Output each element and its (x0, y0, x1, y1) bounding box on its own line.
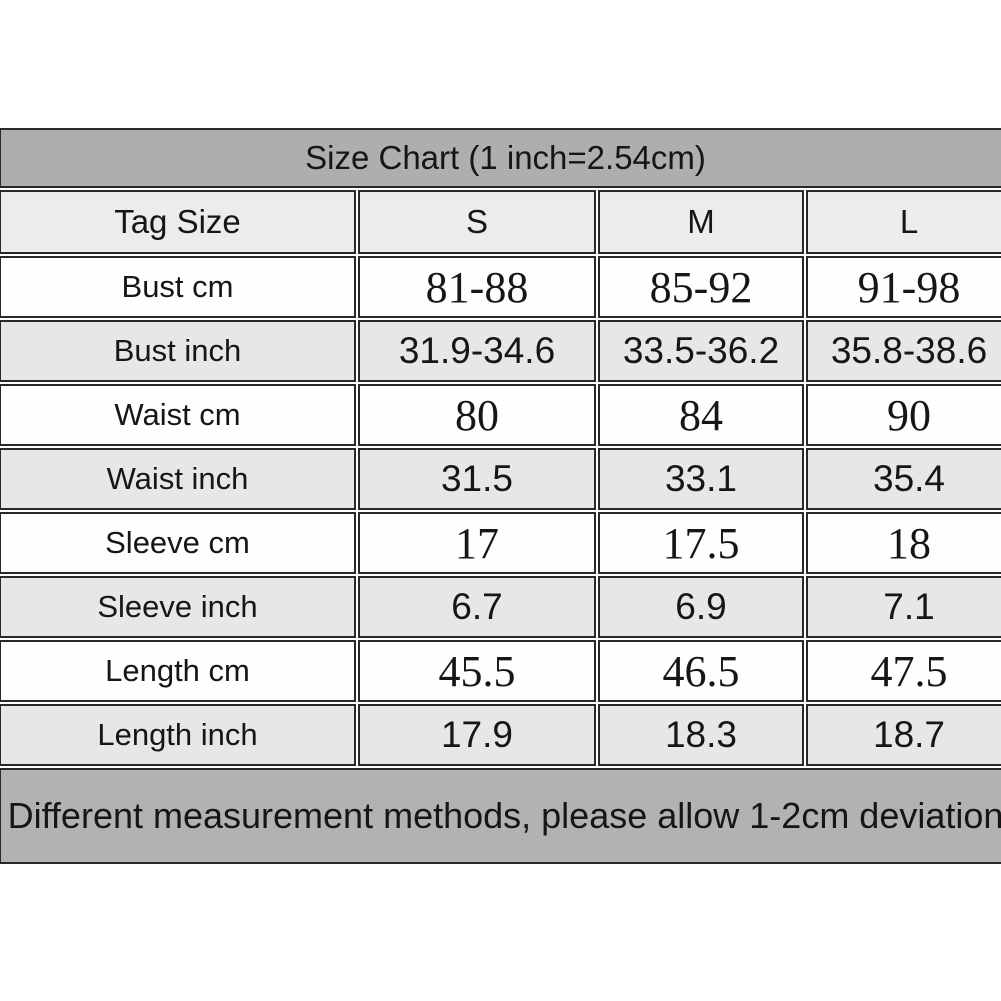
value-m: 84 (598, 384, 804, 446)
size-row: Sleeve inch 6.7 6.9 7.1 (0, 576, 1001, 638)
size-row: Waist cm 80 84 90 (0, 384, 1001, 446)
row-label: Length inch (0, 704, 356, 766)
title-row: Size Chart (1 inch=2.54cm) (0, 128, 1001, 188)
value-m: 6.9 (598, 576, 804, 638)
value-l: 35.4 (806, 448, 1001, 510)
size-chart-table: Size Chart (1 inch=2.54cm) Tag Size S M … (0, 126, 1001, 866)
size-row: Length inch 17.9 18.3 18.7 (0, 704, 1001, 766)
value-l: 35.8-38.6 (806, 320, 1001, 382)
column-header-m: M (598, 190, 804, 254)
row-label: Waist cm (0, 384, 356, 446)
size-row: Waist inch 31.5 33.1 35.4 (0, 448, 1001, 510)
value-s: 17 (358, 512, 596, 574)
size-row: Length cm 45.5 46.5 47.5 (0, 640, 1001, 702)
footer-row: Different measurement methods, please al… (0, 768, 1001, 864)
value-m: 18.3 (598, 704, 804, 766)
header-row: Tag Size S M L (0, 190, 1001, 254)
value-l: 18 (806, 512, 1001, 574)
column-header-s: S (358, 190, 596, 254)
size-row: Bust inch 31.9-34.6 33.5-36.2 35.8-38.6 (0, 320, 1001, 382)
value-s: 45.5 (358, 640, 596, 702)
column-header-l: L (806, 190, 1001, 254)
row-label: Waist inch (0, 448, 356, 510)
value-l: 91-98 (806, 256, 1001, 318)
deviation-note: Different measurement methods, please al… (0, 768, 1001, 864)
chart-title: Size Chart (1 inch=2.54cm) (0, 128, 1001, 188)
value-s: 31.5 (358, 448, 596, 510)
value-s: 81-88 (358, 256, 596, 318)
value-m: 33.1 (598, 448, 804, 510)
row-label: Sleeve cm (0, 512, 356, 574)
value-l: 47.5 (806, 640, 1001, 702)
value-s: 31.9-34.6 (358, 320, 596, 382)
value-m: 33.5-36.2 (598, 320, 804, 382)
row-label: Sleeve inch (0, 576, 356, 638)
row-label: Bust cm (0, 256, 356, 318)
value-s: 17.9 (358, 704, 596, 766)
value-m: 46.5 (598, 640, 804, 702)
row-label: Bust inch (0, 320, 356, 382)
value-m: 17.5 (598, 512, 804, 574)
column-header-tag-size: Tag Size (0, 190, 356, 254)
value-l: 90 (806, 384, 1001, 446)
value-m: 85-92 (598, 256, 804, 318)
size-row: Bust cm 81-88 85-92 91-98 (0, 256, 1001, 318)
value-l: 7.1 (806, 576, 1001, 638)
value-l: 18.7 (806, 704, 1001, 766)
value-s: 80 (358, 384, 596, 446)
value-s: 6.7 (358, 576, 596, 638)
size-row: Sleeve cm 17 17.5 18 (0, 512, 1001, 574)
row-label: Length cm (0, 640, 356, 702)
